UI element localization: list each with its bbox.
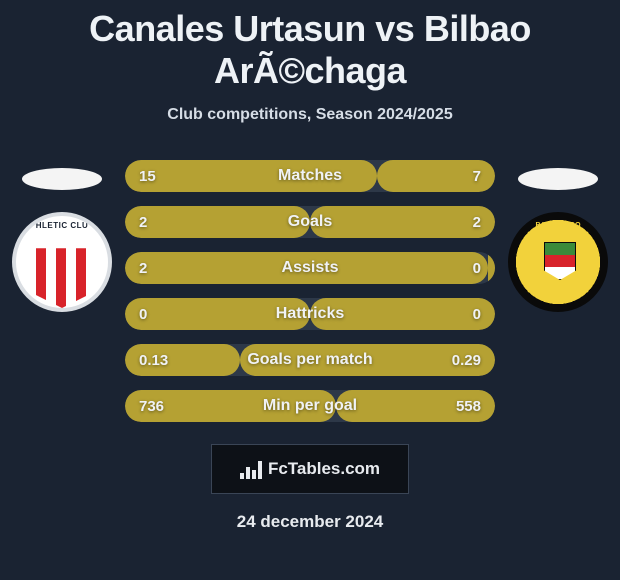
stat-label: Matches [278, 167, 342, 185]
comparison-card: Canales Urtasun vs Bilbao ArÃ©chaga Club… [0, 0, 620, 532]
stat-bars: 15 Matches 7 2 Goals 2 2 Assists 0 0 Hattricks 0 0.1… [125, 160, 495, 422]
stat-row: 736 Min per goal 558 [125, 390, 495, 422]
stat-value-right: 7 [473, 168, 481, 185]
stat-row: 0 Hattricks 0 [125, 298, 495, 330]
stat-value-right: 0 [473, 306, 481, 323]
footer-date: 24 december 2024 [237, 512, 384, 532]
stat-value-left: 0 [139, 306, 147, 323]
brand-logo: FcTables.com [211, 444, 409, 494]
content-row: HLETIC CLU 15 Matches 7 2 Goals 2 2 Assists 0 0 Ha… [0, 160, 620, 422]
brand-bars-icon [240, 459, 262, 479]
stat-value-right: 0.29 [452, 352, 481, 369]
right-country-flag-icon [518, 168, 598, 190]
right-club-shield-icon [544, 242, 576, 280]
stat-row: 0.13 Goals per match 0.29 [125, 344, 495, 376]
stat-value-right: 558 [456, 398, 481, 415]
stat-value-left: 2 [139, 260, 147, 277]
stat-label: Goals per match [247, 351, 372, 369]
left-player-column: HLETIC CLU [11, 160, 113, 312]
stat-fill-right [310, 206, 495, 238]
right-club-badge: BARAKALDO [508, 212, 608, 312]
stat-value-left: 0.13 [139, 352, 168, 369]
stat-row: 2 Assists 0 [125, 252, 495, 284]
stat-value-left: 736 [139, 398, 164, 415]
page-subtitle: Club competitions, Season 2024/2025 [0, 106, 620, 124]
stat-row: 2 Goals 2 [125, 206, 495, 238]
stat-row: 15 Matches 7 [125, 160, 495, 192]
left-club-badge: HLETIC CLU [12, 212, 112, 312]
stat-label: Assists [282, 259, 339, 277]
right-player-column: BARAKALDO [507, 160, 609, 312]
footer: FcTables.com 24 december 2024 [0, 444, 620, 532]
right-club-name: BARAKALDO [510, 222, 606, 230]
left-club-name: HLETIC CLU [16, 222, 108, 231]
stat-label: Goals [288, 213, 332, 231]
stat-fill-left [125, 206, 310, 238]
left-country-flag-icon [22, 168, 102, 190]
stat-label: Min per goal [263, 397, 357, 415]
stat-value-right: 2 [473, 214, 481, 231]
stat-value-left: 2 [139, 214, 147, 231]
stat-fill-right [488, 252, 495, 284]
stat-label: Hattricks [276, 305, 344, 323]
stat-value-left: 15 [139, 168, 156, 185]
brand-text: FcTables.com [268, 459, 380, 479]
stat-value-right: 0 [473, 260, 481, 277]
page-title: Canales Urtasun vs Bilbao ArÃ©chaga [0, 8, 620, 92]
